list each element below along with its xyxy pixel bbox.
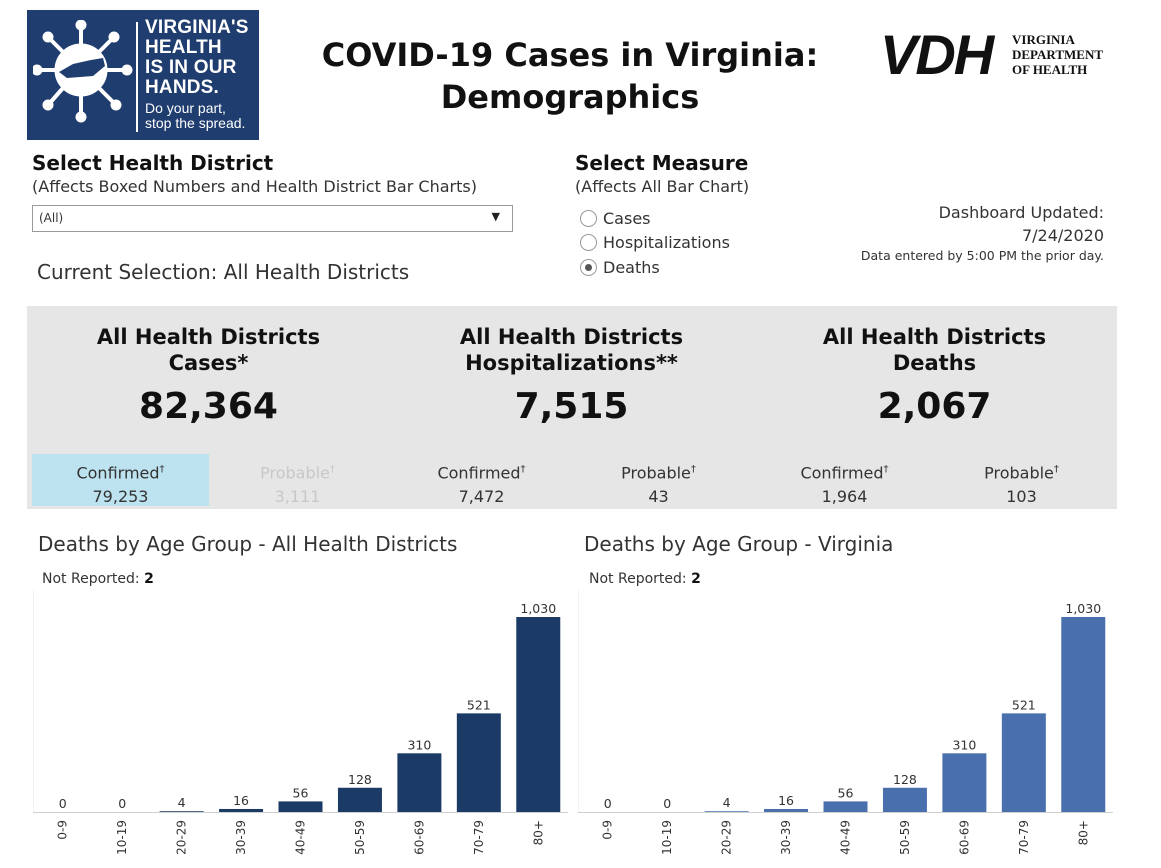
x-tick-label: 0-9 [601, 820, 615, 840]
summary-cases: All Health Districts Cases* 82,364 [27, 324, 390, 427]
measure-selector-title: Select Measure [575, 151, 749, 175]
district-dropdown[interactable]: (All) ▼ [32, 205, 513, 232]
radio-circle[interactable] [580, 233, 597, 251]
bar-30-39[interactable] [764, 808, 809, 812]
bar-value-label: 16 [778, 793, 794, 808]
current-selection: Current Selection: All Health Districts [37, 260, 410, 284]
hosp-confirmed-tile[interactable]: Confirmed† 7,472 [437, 463, 526, 507]
bar-40-49[interactable] [278, 801, 323, 812]
summary-hospitalizations: All Health Districts Hospitalizations** 7… [390, 324, 753, 427]
summary-panel: All Health Districts Cases* 82,364 All He… [27, 306, 1117, 509]
x-tick-label: 60-69 [412, 820, 426, 855]
bar-50-59[interactable] [337, 787, 382, 812]
radio-label: Hospitalizations [603, 232, 730, 252]
chevron-down-icon[interactable]: ▼ [491, 210, 500, 223]
bar-value-label: 0 [59, 796, 67, 811]
x-tick-label: 40-49 [294, 820, 308, 855]
bar-value-label: 310 [952, 737, 976, 752]
x-tick-label: 60-69 [957, 820, 971, 855]
cases-probable-tile[interactable]: Probable† 3,111 [260, 463, 335, 507]
virus-icon [33, 20, 133, 123]
logo-tagline: Do your part, stop the spread. [145, 100, 246, 131]
bar-chart-virginia: 0 0-9 0 10-19 4 20-29 16 30-39 56 40-49 128 50-59 31… [578, 590, 1113, 855]
bar-value-label: 0 [604, 796, 612, 811]
total-value: 82,364 [139, 386, 278, 427]
x-tick-label: 10-19 [115, 820, 129, 855]
logo-divider [136, 22, 138, 132]
radio-circle-selected[interactable] [580, 258, 597, 276]
x-tick-label: 80+ [531, 820, 545, 845]
x-tick-label: 70-79 [472, 820, 486, 855]
x-tick-label: 50-59 [353, 820, 367, 855]
x-tick-label: 0-9 [56, 820, 70, 840]
deaths-probable-tile[interactable]: Probable† 103 [984, 463, 1059, 507]
radio-circle[interactable] [580, 209, 597, 227]
x-tick-label: 20-29 [175, 820, 189, 855]
x-tick-label: 30-39 [234, 820, 248, 855]
radio-deaths[interactable]: Deaths [580, 256, 660, 278]
bar-value-label: 1,030 [520, 601, 556, 616]
cases-confirmed-tile[interactable]: Confirmed† 79,253 [32, 454, 209, 506]
total-value: 2,067 [877, 386, 992, 427]
bar-value-label: 0 [118, 796, 126, 811]
x-tick-label: 30-39 [779, 820, 793, 855]
bar-value-label: 310 [407, 737, 431, 752]
bar-value-label: 16 [233, 793, 249, 808]
radio-label: Cases [603, 208, 651, 228]
district-selector-subtitle: (Affects Boxed Numbers and Health Distri… [32, 177, 477, 196]
dashboard-updated: Dashboard Updated: 7/24/2020 Data entere… [860, 203, 1104, 263]
bar-value-label: 0 [663, 796, 671, 811]
bar-60-69[interactable] [942, 753, 987, 812]
bar-70-79[interactable] [1001, 713, 1046, 812]
bar-value-label: 4 [178, 795, 186, 810]
vdh-logo: VDH VIRGINIA DEPARTMENT OF HEALTH [880, 23, 1104, 86]
radio-cases[interactable]: Cases [580, 207, 651, 229]
radio-label: Deaths [603, 257, 660, 277]
bar-20-29[interactable] [704, 811, 749, 812]
bar-value-label: 128 [893, 772, 917, 787]
virginia-health-logo: VIRGINIA'S HEALTH IS IN OUR HANDS. Do your… [27, 10, 259, 140]
bar-80+[interactable] [1061, 617, 1106, 812]
hosp-probable-tile[interactable]: Probable† 43 [621, 463, 696, 507]
bar-value-label: 56 [838, 785, 854, 800]
deaths-confirmed-tile[interactable]: Confirmed† 1,964 [800, 463, 889, 507]
bar-value-label: 4 [723, 795, 731, 810]
bar-value-label: 128 [348, 772, 372, 787]
bar-60-69[interactable] [397, 753, 442, 812]
district-selector-title: Select Health District [32, 151, 274, 175]
logo-headline: VIRGINIA'S HEALTH IS IN OUR HANDS. [145, 17, 249, 98]
x-tick-label: 70-79 [1017, 820, 1031, 855]
chart-title-districts: Deaths by Age Group - All Health Distric… [38, 532, 458, 556]
bar-30-39[interactable] [219, 808, 264, 812]
bar-70-79[interactable] [456, 713, 501, 812]
bar-40-49[interactable] [823, 801, 868, 812]
bar-80+[interactable] [516, 617, 561, 812]
summary-deaths: All Health Districts Deaths 2,067 [753, 324, 1116, 427]
bar-value-label: 521 [467, 697, 491, 712]
measure-selector-subtitle: (Affects All Bar Chart) [575, 177, 750, 196]
not-reported-virginia: Not Reported: 2 [589, 571, 701, 587]
x-tick-label: 40-49 [839, 820, 853, 855]
not-reported-districts: Not Reported: 2 [42, 571, 154, 587]
total-value: 7,515 [514, 386, 629, 427]
radio-hospitalizations[interactable]: Hospitalizations [580, 231, 730, 253]
district-dropdown-value: (All) [39, 211, 64, 225]
x-tick-label: 10-19 [660, 820, 674, 855]
x-tick-label: 50-59 [898, 820, 912, 855]
bar-value-label: 56 [293, 785, 309, 800]
chart-title-virginia: Deaths by Age Group - Virginia [584, 532, 894, 556]
bar-50-59[interactable] [882, 787, 927, 812]
x-tick-label: 20-29 [720, 820, 734, 855]
bar-value-label: 521 [1012, 697, 1036, 712]
x-tick-label: 80+ [1076, 820, 1090, 845]
bar-chart-districts: 0 0-9 0 10-19 4 20-29 16 30-39 56 40-49 128 50-59 31… [33, 590, 568, 855]
bar-value-label: 1,030 [1065, 601, 1101, 616]
bar-20-29[interactable] [159, 811, 204, 812]
page-title: COVID-19 Cases in Virginia: Demographics [321, 36, 819, 116]
